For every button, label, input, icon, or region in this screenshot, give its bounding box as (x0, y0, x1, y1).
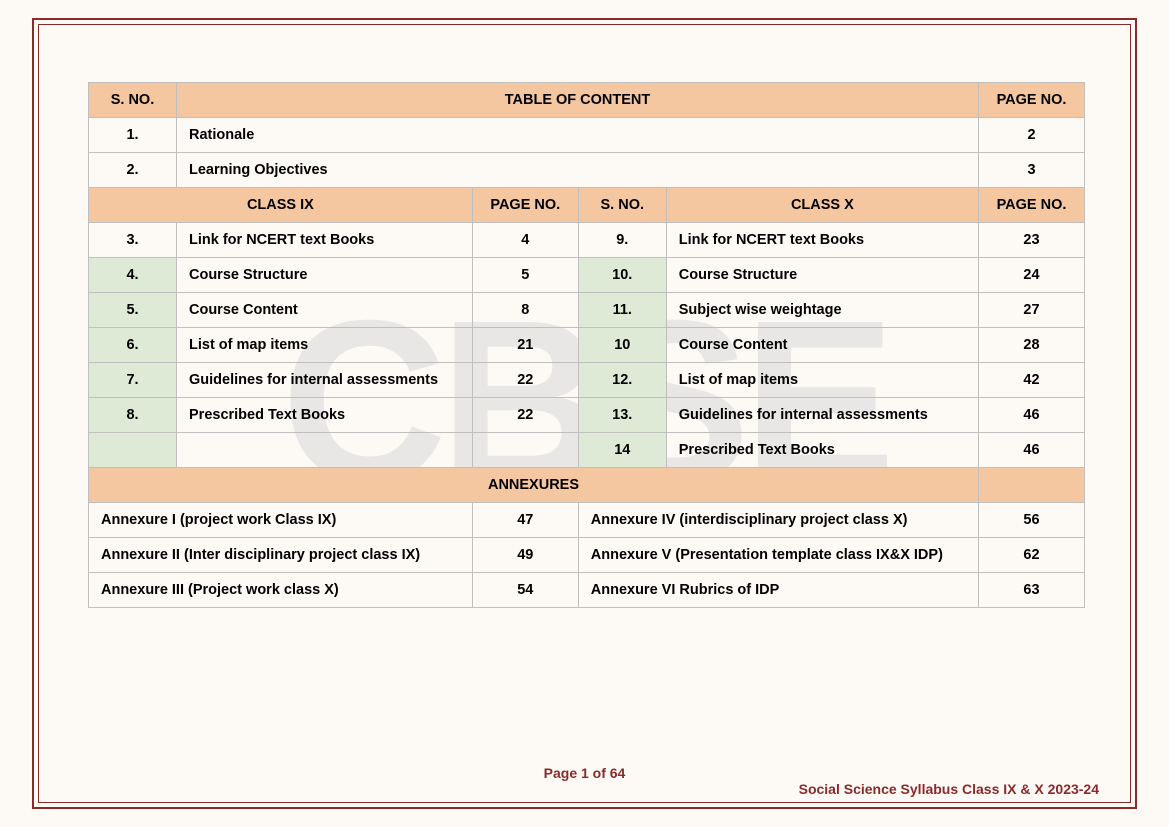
cell-title-r: Prescribed Text Books (666, 433, 978, 468)
cell-sno: 2. (89, 153, 177, 188)
cell-title: Rationale (177, 118, 979, 153)
table-row: 5.Course Content811.Subject wise weighta… (89, 293, 1085, 328)
table-row: 7.Guidelines for internal assessments221… (89, 363, 1085, 398)
cell-annex-title-r: Annexure V (Presentation template class … (578, 538, 978, 573)
cell-page-l: 21 (472, 328, 578, 363)
col-sno-header-2: S. NO. (578, 188, 666, 223)
table-subheader-row: CLASS IX PAGE NO. S. NO. CLASS X PAGE NO… (89, 188, 1085, 223)
cell-annex-page-r: 63 (979, 573, 1085, 608)
annexures-header: ANNEXURES (89, 468, 979, 503)
cell-annex-page-l: 47 (472, 503, 578, 538)
cell-sno-r: 11. (578, 293, 666, 328)
cell-page-r: 46 (979, 433, 1085, 468)
cell-sno-l: 3. (89, 223, 177, 258)
cell-page-r: 46 (979, 398, 1085, 433)
cell-annex-title-l: Annexure III (Project work class X) (89, 573, 473, 608)
table-row: 4.Course Structure510.Course Structure24 (89, 258, 1085, 293)
cell-title-l: Link for NCERT text Books (177, 223, 473, 258)
cell-sno-r: 10. (578, 258, 666, 293)
doc-title-footer: Social Science Syllabus Class IX & X 202… (799, 781, 1099, 797)
cell-title-r: List of map items (666, 363, 978, 398)
cell-page: 2 (979, 118, 1085, 153)
cell-annex-page-r: 62 (979, 538, 1085, 573)
table-row: Annexure I (project work Class IX)47Anne… (89, 503, 1085, 538)
cell-title-l: Prescribed Text Books (177, 398, 473, 433)
cell-title-r: Course Structure (666, 258, 978, 293)
col-toc-header: TABLE OF CONTENT (177, 83, 979, 118)
table-row: 2. Learning Objectives 3 (89, 153, 1085, 188)
cell-sno-r: 13. (578, 398, 666, 433)
cell-annex-title-l: Annexure II (Inter disciplinary project … (89, 538, 473, 573)
cell-page-r: 42 (979, 363, 1085, 398)
cell-title-r: Course Content (666, 328, 978, 363)
table-row: 14Prescribed Text Books46 (89, 433, 1085, 468)
table-row: 3.Link for NCERT text Books49.Link for N… (89, 223, 1085, 258)
cell-sno-r: 14 (578, 433, 666, 468)
col-pageno-header: PAGE NO. (979, 83, 1085, 118)
cell-title-l (177, 433, 473, 468)
table-row: 6.List of map items2110Course Content28 (89, 328, 1085, 363)
cell-sno-r: 9. (578, 223, 666, 258)
cell-title-l: List of map items (177, 328, 473, 363)
table-row: 1. Rationale 2 (89, 118, 1085, 153)
cell-sno-l: 6. (89, 328, 177, 363)
col-sno-header: S. NO. (89, 83, 177, 118)
cell-title-r: Guidelines for internal assessments (666, 398, 978, 433)
annexures-header-row: ANNEXURES (89, 468, 1085, 503)
cell-sno-l (89, 433, 177, 468)
cell-annex-title-l: Annexure I (project work Class IX) (89, 503, 473, 538)
cell-sno-l: 5. (89, 293, 177, 328)
col-class9-header: CLASS IX (89, 188, 473, 223)
col-class10-header: CLASS X (666, 188, 978, 223)
cell-title: Learning Objectives (177, 153, 979, 188)
cell-title-r: Link for NCERT text Books (666, 223, 978, 258)
cell-page-r: 24 (979, 258, 1085, 293)
cell-page-r: 28 (979, 328, 1085, 363)
cell-sno-l: 8. (89, 398, 177, 433)
col-pageno-header-3: PAGE NO. (979, 188, 1085, 223)
cell-title-l: Course Structure (177, 258, 473, 293)
cell-title-l: Guidelines for internal assessments (177, 363, 473, 398)
cell-annex-page-l: 49 (472, 538, 578, 573)
annexures-header-blank (979, 468, 1085, 503)
cell-annex-title-r: Annexure VI Rubrics of IDP (578, 573, 978, 608)
cell-sno-l: 4. (89, 258, 177, 293)
cell-page-l: 22 (472, 398, 578, 433)
cell-title-l: Course Content (177, 293, 473, 328)
cell-page-r: 27 (979, 293, 1085, 328)
cell-annex-page-l: 54 (472, 573, 578, 608)
cell-page-l: 5 (472, 258, 578, 293)
cell-annex-page-r: 56 (979, 503, 1085, 538)
cell-sno-l: 7. (89, 363, 177, 398)
page-number-footer: Page 1 of 64 (0, 765, 1169, 781)
cell-sno-r: 10 (578, 328, 666, 363)
cell-sno-r: 12. (578, 363, 666, 398)
cell-page-l (472, 433, 578, 468)
table-row: Annexure II (Inter disciplinary project … (89, 538, 1085, 573)
cell-page-r: 23 (979, 223, 1085, 258)
table-row: Annexure III (Project work class X)54Ann… (89, 573, 1085, 608)
cell-page-l: 8 (472, 293, 578, 328)
cell-page-l: 22 (472, 363, 578, 398)
cell-page: 3 (979, 153, 1085, 188)
cell-title-r: Subject wise weightage (666, 293, 978, 328)
table-header-row: S. NO. TABLE OF CONTENT PAGE NO. (89, 83, 1085, 118)
table-row: 8.Prescribed Text Books2213.Guidelines f… (89, 398, 1085, 433)
col-pageno-header-2: PAGE NO. (472, 188, 578, 223)
toc-table-wrap: S. NO. TABLE OF CONTENT PAGE NO. 1. Rati… (88, 82, 1085, 608)
cell-page-l: 4 (472, 223, 578, 258)
toc-table: S. NO. TABLE OF CONTENT PAGE NO. 1. Rati… (88, 82, 1085, 608)
cell-annex-title-r: Annexure IV (interdisciplinary project c… (578, 503, 978, 538)
cell-sno: 1. (89, 118, 177, 153)
